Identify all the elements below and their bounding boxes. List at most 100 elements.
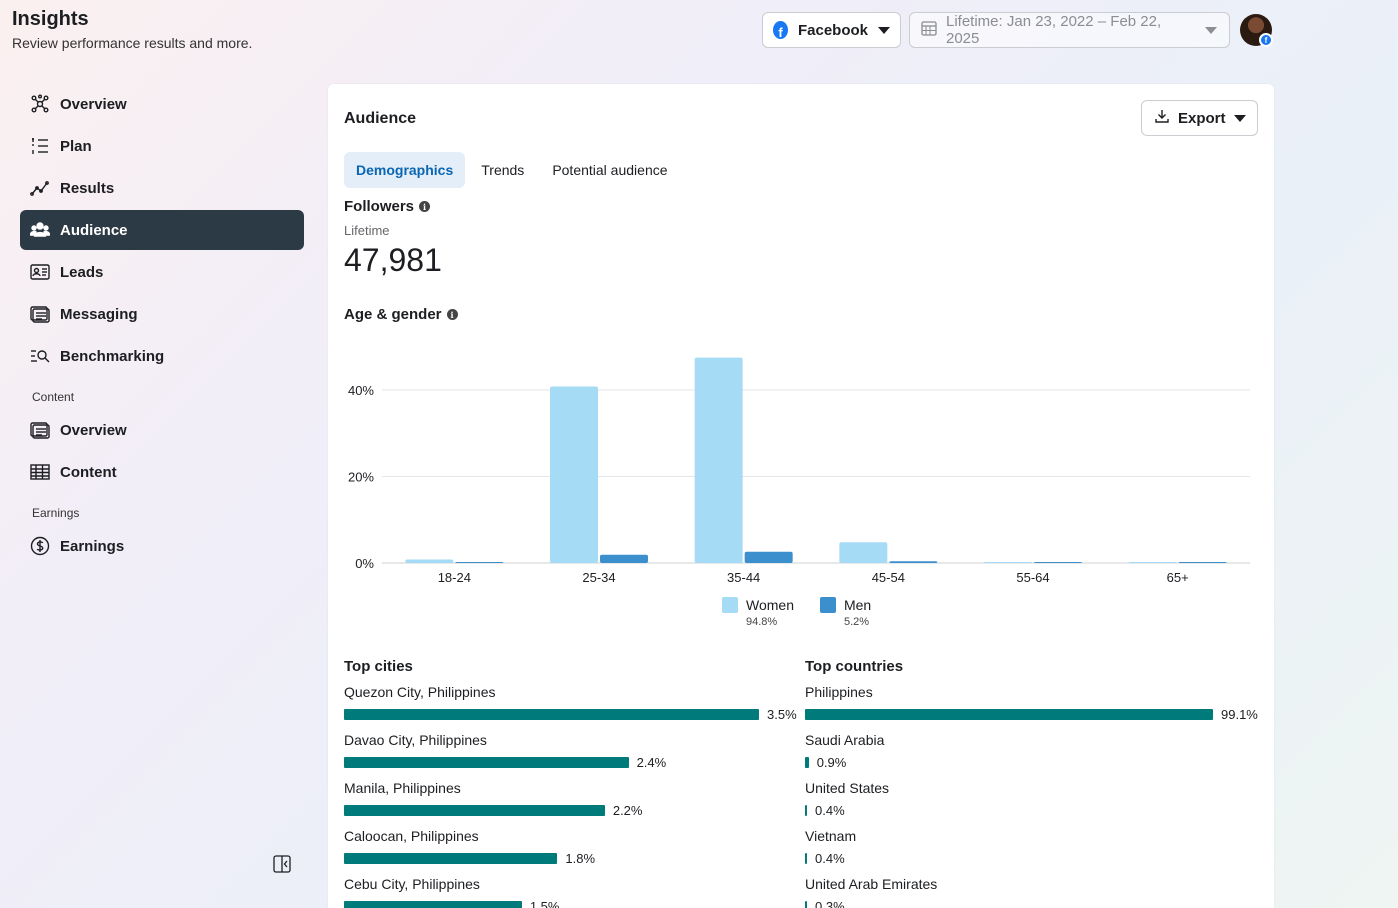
sidebar-item-leads[interactable]: Leads xyxy=(20,252,304,292)
list-item-percent: 0.4% xyxy=(815,802,845,818)
sidebar-item-plan[interactable]: Plan xyxy=(20,126,304,166)
list-item: Quezon City, Philippines 3.5% xyxy=(344,684,798,732)
list-item-percent: 2.4% xyxy=(636,754,667,770)
list-item-percent: 0.4% xyxy=(815,850,845,866)
bar-men-18-24 xyxy=(455,562,504,563)
platform-dropdown[interactable]: f Facebook xyxy=(762,12,901,48)
bar-men-65+ xyxy=(1178,562,1227,563)
list-item: Saudi Arabia 0.9% xyxy=(805,732,1259,780)
network-icon xyxy=(30,94,50,114)
followers-heading: Followers i xyxy=(344,198,431,215)
list-item: Cebu City, Philippines 1.5% xyxy=(344,876,798,908)
list-item: Philippines 99.1% xyxy=(805,684,1259,732)
legend-swatch-men xyxy=(819,597,836,613)
sidebar-item-content[interactable]: Content xyxy=(20,452,304,492)
sidebar-item-results[interactable]: Results xyxy=(20,168,304,208)
bar-women-45-54 xyxy=(839,542,888,563)
sidebar: Overview Plan Results Audience Leads Mes… xyxy=(20,84,304,568)
collapse-sidebar-icon[interactable] xyxy=(272,854,292,874)
people-icon xyxy=(30,220,50,240)
x-tick-label: 35-44 xyxy=(727,570,760,585)
x-tick-label: 45-54 xyxy=(872,570,905,585)
export-button[interactable]: Export xyxy=(1141,100,1258,136)
list-icon xyxy=(30,136,50,156)
section-header-content: Content xyxy=(32,390,75,404)
audience-tabs: Demographics Trends Potential audience xyxy=(344,152,680,188)
x-tick-label: 55-64 xyxy=(1016,570,1049,585)
legend-item-men[interactable]: Men 5.2% xyxy=(819,597,871,628)
sidebar-item-label: Earnings xyxy=(60,537,125,555)
y-tick-label: 20% xyxy=(348,470,374,485)
date-range-label: Lifetime: Jan 23, 2022 – Feb 22, 2025 xyxy=(946,13,1162,47)
list-item-percent: 99.1% xyxy=(1221,706,1258,722)
bar-women-35-44 xyxy=(694,357,743,563)
dollar-icon xyxy=(30,536,50,556)
legend-item-women[interactable]: Women 94.8% xyxy=(722,597,794,628)
sidebar-item-label: Audience xyxy=(60,221,128,239)
sidebar-item-label: Messaging xyxy=(60,305,138,323)
sidebar-item-audience[interactable]: Audience xyxy=(20,210,304,250)
legend-label: Women xyxy=(746,597,794,613)
page-title: Insights xyxy=(12,8,89,30)
calendar-icon xyxy=(920,19,938,41)
sidebar-item-messaging[interactable]: Messaging xyxy=(20,294,304,334)
trend-icon xyxy=(30,178,50,198)
list-item-percent: 3.5% xyxy=(767,706,797,722)
list-item: United Arab Emirates 0.3% xyxy=(805,876,1259,908)
chart-legend: Women 94.8% Men 5.2% xyxy=(722,597,871,628)
sidebar-item-label: Leads xyxy=(60,263,104,281)
list-item: United States 0.4% xyxy=(805,780,1259,828)
search-bars-icon xyxy=(30,346,50,366)
tab-demographics[interactable]: Demographics xyxy=(344,152,466,188)
list-item: Davao City, Philippines 2.4% xyxy=(344,732,798,780)
list-item-name: Caloocan, Philippines xyxy=(344,828,479,844)
tab-potential-audience[interactable]: Potential audience xyxy=(552,162,668,178)
list-item-bar xyxy=(344,852,558,864)
list-item-bar xyxy=(344,804,605,816)
table-icon xyxy=(30,462,50,482)
sidebar-item-earnings[interactable]: Earnings xyxy=(20,526,304,566)
sidebar-item-label: Benchmarking xyxy=(60,347,165,365)
info-icon[interactable]: i xyxy=(419,201,431,212)
list-item-percent: 1.5% xyxy=(529,898,560,908)
sidebar-item-overview[interactable]: Overview xyxy=(20,84,304,124)
top-countries-title: Top countries xyxy=(805,658,904,675)
y-tick-label: 40% xyxy=(348,383,374,398)
caret-down-icon xyxy=(1233,114,1246,122)
bar-women-55-64 xyxy=(984,562,1032,563)
list-item-bar xyxy=(344,708,759,720)
facebook-icon: f xyxy=(773,21,788,39)
id-card-icon xyxy=(30,262,50,282)
list-item-name: Davao City, Philippines xyxy=(344,732,487,748)
sidebar-item-content-overview[interactable]: Overview xyxy=(20,410,304,450)
list-item-name: Vietnam xyxy=(805,828,857,844)
platform-label: Facebook xyxy=(797,21,868,39)
sidebar-item-label: Overview xyxy=(60,95,127,113)
section-header-earnings: Earnings xyxy=(32,506,80,520)
list-item: Caloocan, Philippines 1.8% xyxy=(344,828,798,876)
posts-icon xyxy=(30,420,50,440)
caret-down-icon xyxy=(878,26,890,34)
info-icon[interactable]: i xyxy=(446,309,458,320)
age-gender-heading: Age & gender i xyxy=(344,306,458,323)
x-tick-label: 25-34 xyxy=(582,570,615,585)
list-item-bar xyxy=(805,708,1213,720)
list-item-name: Saudi Arabia xyxy=(805,732,885,748)
sidebar-item-label: Plan xyxy=(60,137,92,155)
tab-trends[interactable]: Trends xyxy=(481,162,525,178)
audience-card: Audience Export Demographics Trends Pote… xyxy=(328,84,1274,908)
followers-title: Followers xyxy=(344,198,415,215)
bar-men-35-44 xyxy=(744,551,793,563)
sidebar-item-label: Overview xyxy=(60,421,127,439)
legend-swatch-women xyxy=(722,597,738,613)
list-item-bar xyxy=(344,756,629,768)
top-cities-title: Top cities xyxy=(344,658,413,675)
bar-men-25-34 xyxy=(600,554,648,563)
list-item-percent: 0.3% xyxy=(815,898,845,908)
age-gender-title: Age & gender xyxy=(344,306,442,323)
list-item-name: Quezon City, Philippines xyxy=(344,684,496,700)
messages-icon xyxy=(30,304,50,324)
sidebar-item-benchmarking[interactable]: Benchmarking xyxy=(20,336,304,376)
download-icon xyxy=(1154,108,1170,128)
date-range-dropdown[interactable]: Lifetime: Jan 23, 2022 – Feb 22, 2025 xyxy=(909,12,1230,48)
